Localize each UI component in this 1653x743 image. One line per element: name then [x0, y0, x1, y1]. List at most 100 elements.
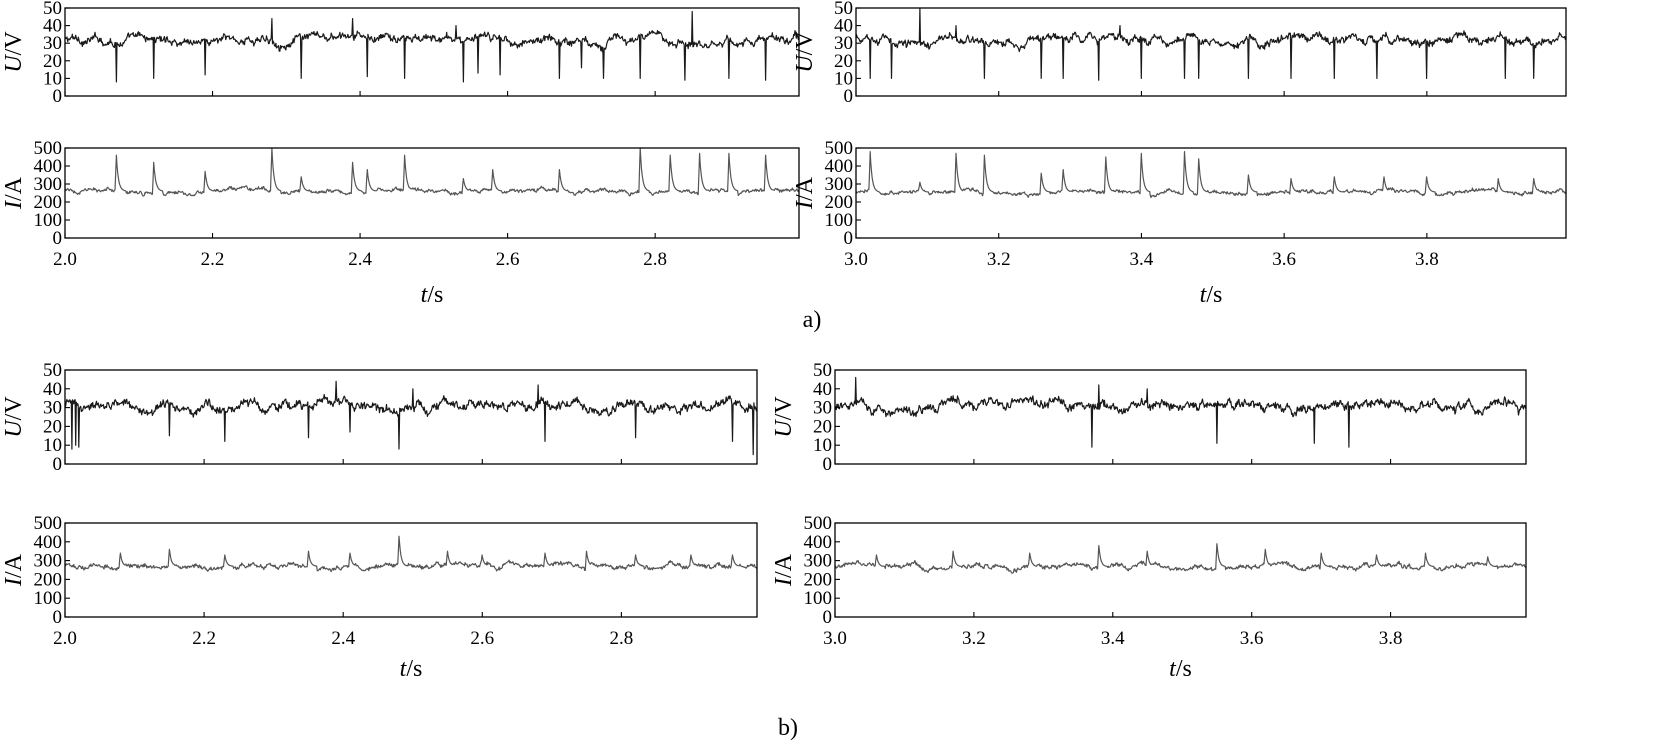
caption-a: a): [803, 307, 822, 333]
x-tick-label: 2.6: [470, 628, 494, 649]
x-tick-label: 3.8: [1379, 628, 1403, 649]
x-axis-label: t/s: [1200, 282, 1223, 308]
y-axis-label: U/V: [771, 396, 797, 438]
x-tick-label: 2.8: [610, 628, 634, 649]
y-tick-label: 10: [43, 435, 62, 456]
y-tick-label: 200: [825, 192, 854, 213]
y-axis-label: U/V: [1, 31, 27, 73]
y-tick-label: 50: [43, 0, 62, 19]
signal-trace: [855, 151, 1567, 199]
x-axis-label-unit: /s: [1176, 656, 1192, 682]
y-tick-label: 200: [34, 569, 63, 590]
y-tick-label: 50: [813, 360, 832, 381]
y-axis-label-symbol: U: [771, 419, 797, 438]
x-axis-label-symbol: t: [1200, 282, 1208, 308]
x-tick-label: 3.2: [962, 628, 986, 649]
x-tick-label: 3.4: [1130, 249, 1154, 270]
y-axis-label-unit: /A: [1, 553, 27, 578]
y-tick-label: 100: [34, 588, 63, 609]
y-tick-label: 20: [43, 51, 62, 72]
x-axis-label-symbol: t: [400, 656, 408, 682]
x-tick-label: 2.0: [53, 628, 77, 649]
plot-frame: [64, 522, 758, 618]
y-axis-label-symbol: U: [1, 419, 27, 438]
y-axis-label: I/A: [792, 176, 818, 210]
x-tick-label: 3.4: [1101, 628, 1125, 649]
y-axis-label-unit: /V: [1, 31, 27, 56]
y-tick-label: 0: [53, 607, 63, 628]
x-tick-label: 3.0: [844, 249, 868, 270]
y-tick-label: 300: [825, 174, 854, 195]
x-tick-label: 3.2: [987, 249, 1011, 270]
signal-trace: [855, 7, 1567, 81]
x-tick-label: 2.8: [643, 249, 667, 270]
x-axis-label-symbol: t: [421, 282, 429, 308]
y-tick-label: 400: [825, 156, 854, 177]
plot-frame: [834, 522, 1527, 618]
x-tick-label: 2.4: [331, 628, 355, 649]
x-axis-label-unit: /s: [1206, 282, 1222, 308]
y-axis-label-unit: /V: [792, 31, 818, 56]
y-tick-label: 40: [813, 379, 832, 400]
y-tick-label: 400: [34, 156, 63, 177]
x-tick-label: 3.6: [1240, 628, 1264, 649]
y-tick-label: 20: [813, 416, 832, 437]
y-tick-label: 50: [43, 360, 62, 381]
y-tick-label: 0: [53, 454, 63, 475]
y-axis-label: I/A: [1, 176, 27, 210]
y-tick-label: 500: [34, 138, 63, 159]
y-axis-label-symbol: I: [1, 200, 27, 210]
signal-trace: [64, 380, 758, 456]
x-tick-label: 2.2: [201, 249, 225, 270]
plot-frame: [834, 369, 1527, 465]
y-tick-label: 20: [43, 416, 62, 437]
plot-frame: [64, 369, 758, 465]
y-tick-label: 30: [834, 33, 853, 54]
x-axis-label-unit: /s: [406, 656, 422, 682]
x-axis-label: t/s: [421, 282, 444, 308]
x-axis-label: t/s: [1169, 656, 1192, 682]
y-tick-label: 0: [53, 86, 63, 107]
y-axis-label: U/V: [1, 396, 27, 438]
y-axis-label: I/A: [1, 553, 27, 587]
y-tick-label: 0: [844, 228, 854, 249]
y-axis-label-symbol: I: [1, 577, 27, 587]
signal-trace: [64, 10, 800, 83]
y-tick-label: 100: [34, 210, 63, 231]
x-tick-label: 2.0: [53, 249, 77, 270]
signal-trace: [834, 543, 1527, 574]
x-tick-label: 3.8: [1415, 249, 1439, 270]
y-tick-label: 10: [43, 68, 62, 89]
x-tick-label: 3.0: [823, 628, 847, 649]
y-tick-label: 30: [43, 33, 62, 54]
y-axis-label-symbol: I: [792, 200, 818, 210]
y-axis-label: I/A: [771, 553, 797, 587]
y-tick-label: 0: [823, 607, 833, 628]
x-axis-label-symbol: t: [1169, 656, 1177, 682]
y-tick-label: 500: [804, 513, 833, 534]
x-axis-label: t/s: [400, 656, 423, 682]
y-tick-label: 400: [34, 532, 63, 553]
y-tick-label: 0: [823, 454, 833, 475]
y-tick-label: 100: [825, 210, 854, 231]
y-axis-label-unit: /V: [771, 396, 797, 421]
signal-trace: [64, 147, 800, 197]
y-tick-label: 10: [813, 435, 832, 456]
y-tick-label: 0: [53, 228, 63, 249]
plot-frame: [64, 7, 800, 97]
x-tick-label: 2.4: [348, 249, 372, 270]
x-axis-label-unit: /s: [427, 282, 443, 308]
y-axis-label: U/V: [792, 31, 818, 73]
y-tick-label: 500: [34, 513, 63, 534]
x-tick-label: 3.6: [1272, 249, 1296, 270]
y-axis-label-unit: /V: [1, 396, 27, 421]
x-tick-label: 2.2: [192, 628, 216, 649]
y-axis-label-symbol: U: [792, 54, 818, 73]
